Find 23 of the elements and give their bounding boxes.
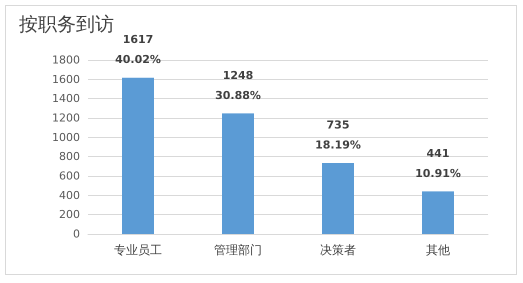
y-tick-label: 1800: [52, 54, 80, 66]
bar: [322, 162, 354, 234]
data-label: 1617 40.02%: [115, 33, 161, 66]
y-tick-label: 1600: [52, 72, 80, 86]
bar: [422, 191, 454, 234]
x-tick-label: 管理部门: [214, 243, 262, 257]
data-label: 735 18.19%: [315, 118, 361, 152]
y-tick-label: 1400: [52, 92, 80, 106]
y-tick-label: 600: [59, 170, 80, 182]
x-tick-label: 专业员工: [114, 243, 162, 257]
y-tick-label: 200: [59, 208, 80, 222]
y-tick-label: 400: [59, 188, 80, 202]
y-tick-label: 800: [59, 150, 80, 164]
bar: [122, 78, 154, 234]
y-tick-label: 1200: [52, 112, 80, 124]
x-tick-label: 其他: [426, 243, 450, 257]
bar: [222, 113, 254, 234]
chart-title: 按职务到访: [19, 14, 114, 36]
y-tick-label: 1000: [52, 130, 80, 144]
data-label: 1248 30.88%: [215, 68, 261, 102]
x-tick-label: 决策者: [320, 243, 356, 257]
data-label: 441 10.91%: [415, 146, 461, 180]
y-tick-label: 0: [73, 228, 80, 240]
